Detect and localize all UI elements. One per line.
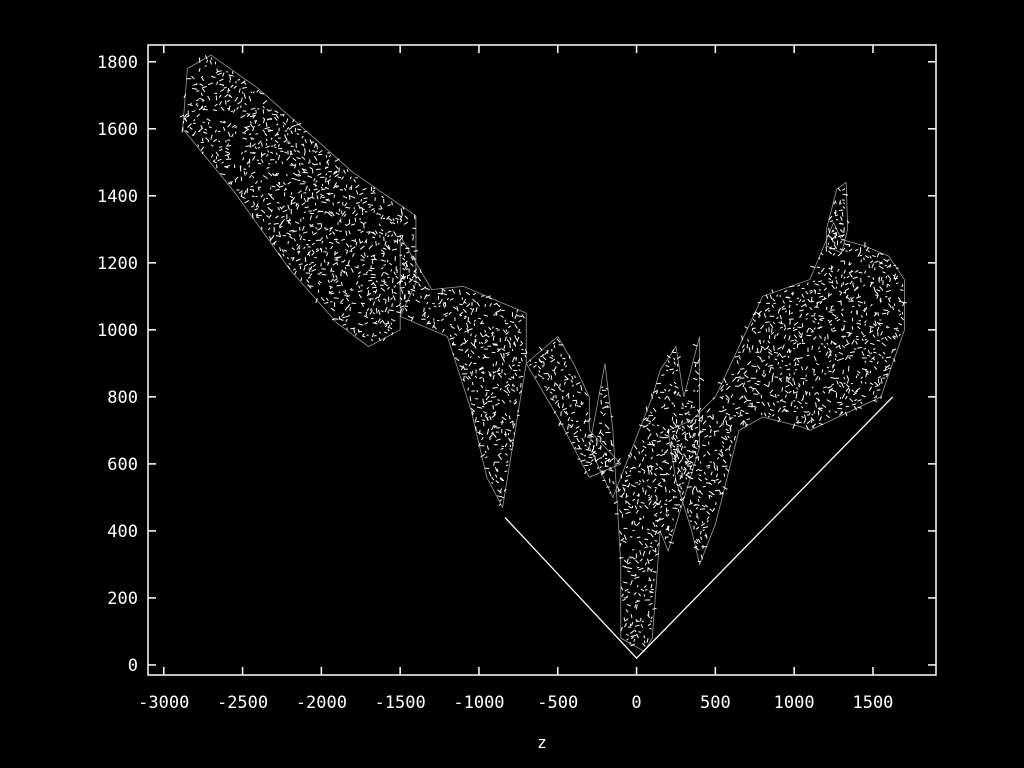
x-tick-label: -1000 — [453, 693, 504, 713]
x-tick-label: -1500 — [375, 693, 426, 713]
data-region-1 — [179, 54, 418, 348]
x-tick-label: -2000 — [296, 693, 347, 713]
y-tick-label: 1600 — [97, 120, 138, 140]
tick-labels: -3000 -2500 -2000 -1500 -1000 -500 0 500 1000 150… — [97, 53, 893, 713]
data-region-3 — [587, 336, 705, 653]
plot-frame — [147, 44, 937, 676]
x-tick-label: 1500 — [852, 693, 893, 713]
data-region-2 — [398, 234, 622, 509]
plot-content — [179, 54, 907, 660]
x-axis-label: z — [537, 733, 547, 752]
y-tick-label: 400 — [107, 522, 138, 542]
x-tick-label: 0 — [631, 693, 641, 713]
boundary-line — [504, 396, 894, 660]
y-tick-label: 0 — [128, 656, 138, 676]
x-tick-label: -2500 — [217, 693, 268, 713]
y-tick-label: 200 — [107, 589, 138, 609]
ticks — [148, 45, 936, 675]
y-tick-label: 1400 — [97, 187, 138, 207]
x-tick-label: -500 — [537, 693, 578, 713]
y-tick-label: 1200 — [97, 254, 138, 274]
data-region-4 — [664, 221, 907, 566]
x-tick-label: -3000 — [138, 693, 189, 713]
x-tick-label: 1000 — [774, 693, 815, 713]
y-tick-label: 800 — [107, 388, 138, 408]
y-tick-label: 600 — [107, 455, 138, 475]
y-tick-label: 1800 — [97, 53, 138, 73]
y-tick-label: 1000 — [97, 321, 138, 341]
x-tick-label: 500 — [700, 693, 731, 713]
data-region-5 — [826, 181, 850, 254]
